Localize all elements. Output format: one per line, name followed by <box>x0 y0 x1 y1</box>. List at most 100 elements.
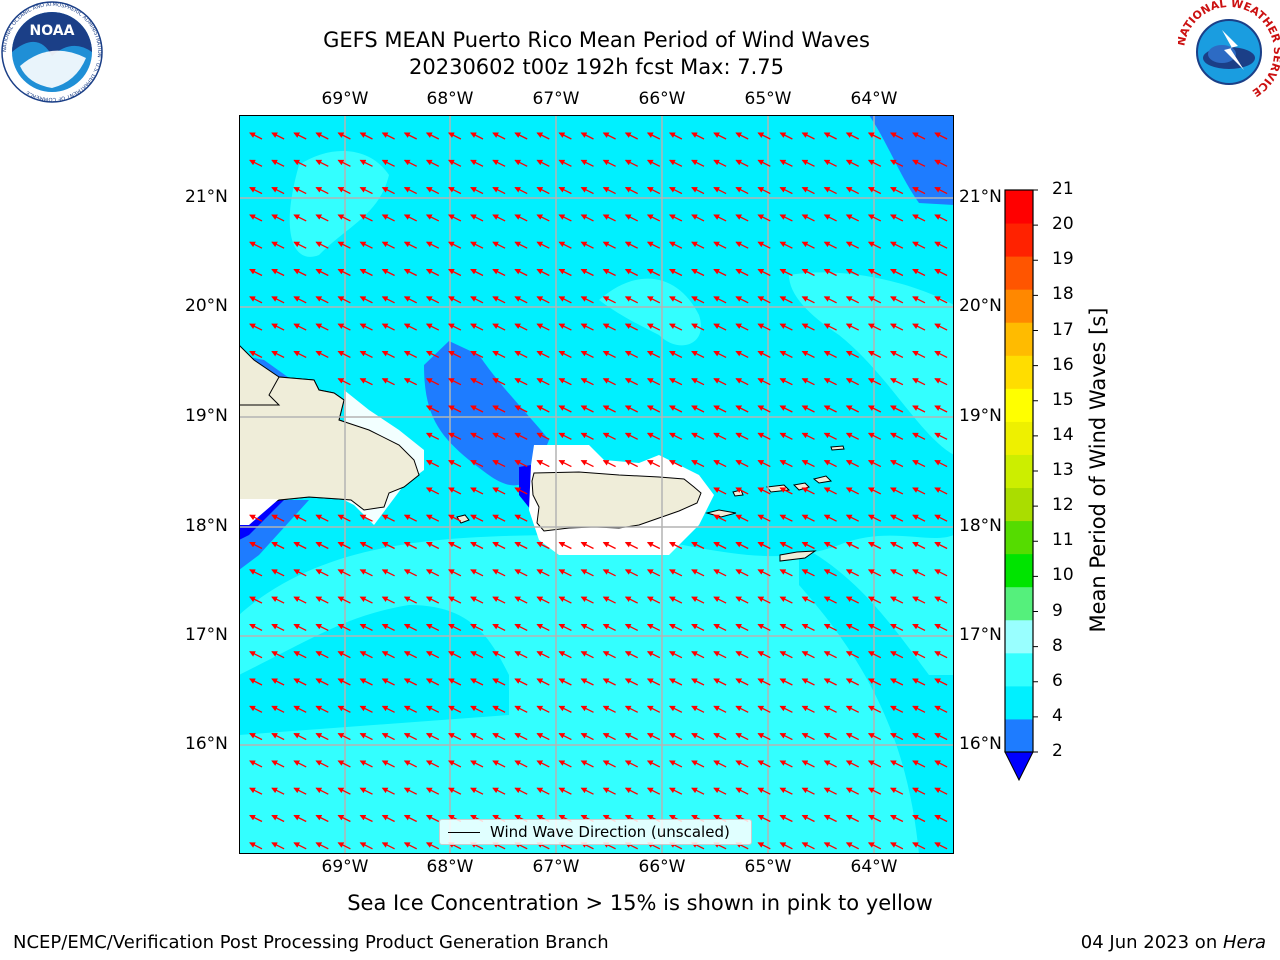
wind-wave-arrow <box>735 296 749 304</box>
wind-wave-arrow <box>845 132 859 140</box>
lat-label-left-21n: 21°N <box>185 187 228 207</box>
wind-wave-arrow <box>912 760 926 768</box>
wind-wave-arrow <box>337 623 351 631</box>
wind-wave-arrow <box>271 296 285 304</box>
wind-wave-arrow <box>514 132 528 140</box>
wind-wave-arrow <box>845 842 859 850</box>
wind-wave-arrow <box>646 733 661 741</box>
wind-wave-arrow <box>381 733 395 741</box>
island-st-croix <box>779 550 817 562</box>
wind-wave-arrow <box>425 460 440 468</box>
wind-wave-arrow <box>315 241 329 249</box>
wind-wave-arrow <box>867 378 882 386</box>
wind-wave-arrow <box>912 733 926 741</box>
wind-wave-arrow <box>558 350 572 358</box>
wind-wave-arrow <box>558 405 572 413</box>
wind-wave-arrow <box>646 678 661 686</box>
wind-wave-arrow <box>381 651 395 659</box>
wind-wave-arrow <box>536 432 550 440</box>
wind-wave-arrow <box>624 787 638 795</box>
wind-wave-arrow <box>669 350 683 358</box>
wind-wave-arrow <box>536 268 550 277</box>
lat-label-right-21n: 21°N <box>959 187 1002 207</box>
wind-wave-arrow <box>337 733 351 741</box>
wind-wave-arrow <box>293 760 307 768</box>
wind-wave-arrow <box>359 268 373 277</box>
wind-wave-arrow <box>536 460 550 468</box>
wind-wave-arrow <box>381 132 395 140</box>
wind-wave-arrow <box>359 296 373 304</box>
wind-wave-arrow <box>315 159 329 167</box>
wind-wave-arrow <box>293 514 307 522</box>
wind-wave-arrow <box>448 787 462 795</box>
wind-wave-arrow <box>293 705 307 713</box>
wind-wave-arrow <box>359 541 373 550</box>
wind-wave-arrow <box>757 514 771 522</box>
wind-wave-arrow <box>602 214 616 222</box>
colorbar-segment-14 <box>1005 256 1033 290</box>
wind-wave-arrow <box>425 214 440 222</box>
wind-wave-arrow <box>779 296 793 304</box>
wind-wave-arrow <box>271 623 285 631</box>
wind-wave-arrow <box>558 651 572 659</box>
wind-wave-arrow <box>624 350 638 358</box>
wind-wave-arrow <box>779 350 793 358</box>
colorbar-segment-13 <box>1005 289 1033 323</box>
wind-wave-arrow <box>757 159 771 167</box>
wind-wave-arrow <box>801 596 815 604</box>
wind-wave-arrow <box>492 350 506 358</box>
wind-wave-arrow <box>912 787 926 795</box>
wind-wave-arrow <box>558 787 572 795</box>
wind-wave-arrow <box>315 678 329 686</box>
wind-wave-arrow <box>867 187 882 195</box>
wind-wave-arrow <box>691 678 705 686</box>
noaa-logo-text: NOAA <box>30 23 75 39</box>
wind-wave-arrow <box>779 705 793 713</box>
wind-wave-arrow <box>823 159 837 167</box>
wind-wave-arrow <box>359 678 373 686</box>
wind-wave-arrow <box>669 296 683 304</box>
wind-wave-arrow <box>823 350 837 358</box>
wind-wave-arrow <box>912 187 926 195</box>
wind-wave-arrow <box>934 268 948 277</box>
wind-wave-arrow <box>713 623 727 631</box>
wind-wave-arrow <box>691 541 705 550</box>
wind-wave-arrow <box>713 214 727 222</box>
wind-wave-arrow <box>757 487 771 495</box>
wind-wave-arrow <box>602 760 616 768</box>
wind-wave-arrow <box>249 541 263 550</box>
wind-wave-arrow <box>845 460 859 468</box>
wind-wave-arrow <box>470 705 484 713</box>
date-text: 04 Jun 2023 on Hera <box>1081 932 1266 953</box>
wind-wave-arrow <box>890 405 904 413</box>
wind-wave-arrow <box>580 569 594 577</box>
wind-wave-arrow <box>558 623 572 631</box>
colorbar-tick-label-9: 14 <box>1052 424 1074 445</box>
wind-wave-arrow <box>403 350 417 358</box>
wind-wave-arrow <box>713 187 727 195</box>
wind-wave-arrow <box>823 787 837 795</box>
wind-wave-arrow <box>757 842 771 850</box>
wind-wave-arrow <box>403 705 417 713</box>
wind-wave-arrow <box>558 296 572 304</box>
wind-wave-arrow <box>580 405 594 413</box>
wind-wave-arrow <box>293 132 307 140</box>
wind-wave-arrow <box>757 541 771 550</box>
wind-wave-arrow <box>801 350 815 358</box>
wind-wave-arrow <box>558 132 572 140</box>
wind-wave-arrow <box>801 460 815 468</box>
wind-wave-arrow <box>492 678 506 686</box>
wind-wave-arrow <box>713 514 727 522</box>
wind-wave-arrow <box>448 596 462 604</box>
host-name: Hera <box>1222 932 1266 953</box>
land-puerto-rico <box>531 471 702 532</box>
colorbar-segment-4 <box>1005 586 1033 621</box>
wind-wave-arrow <box>713 405 727 413</box>
wind-wave-arrow <box>757 814 771 823</box>
wind-wave-arrow <box>779 514 793 522</box>
wind-wave-arrow <box>646 350 661 358</box>
wind-wave-arrow <box>249 187 263 195</box>
wind-wave-arrow <box>845 487 859 495</box>
wind-wave-arrow <box>492 787 506 795</box>
wind-wave-arrow <box>646 159 661 167</box>
